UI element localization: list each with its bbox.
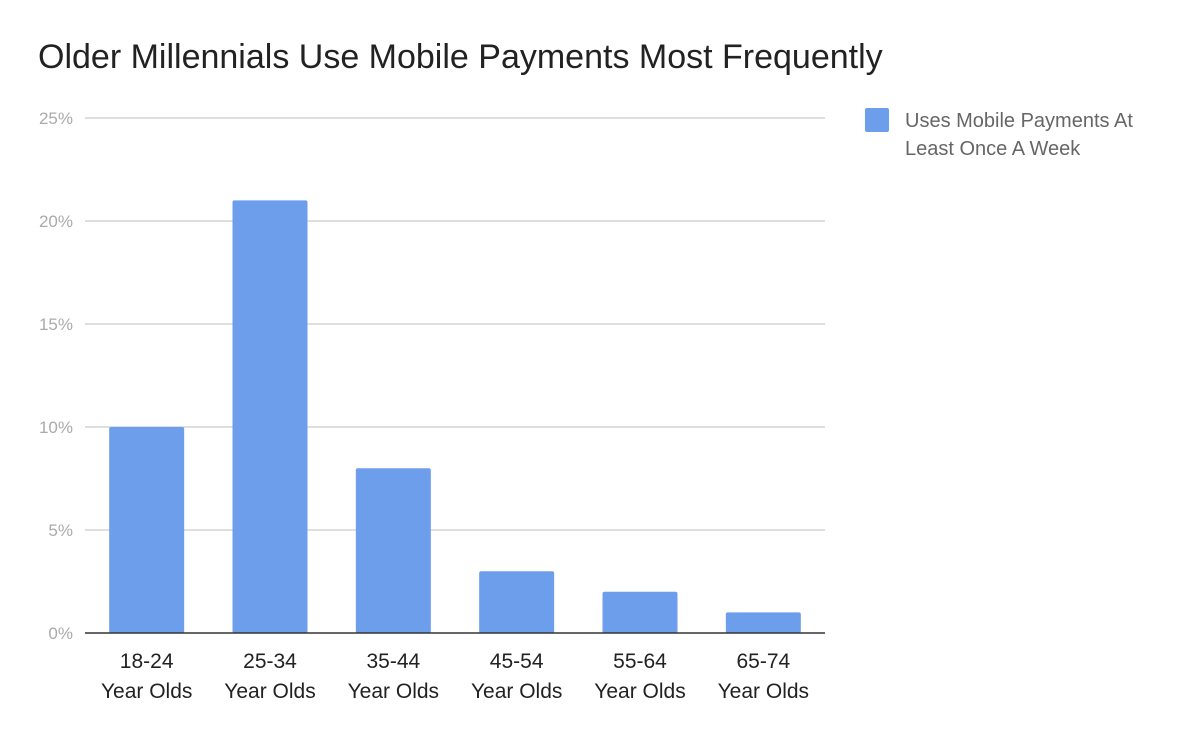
bar [232, 200, 308, 633]
bars [109, 200, 801, 633]
legend-label: Uses Mobile Payments At [905, 110, 1133, 132]
x-tick-label: 55-64 [613, 650, 667, 673]
y-tick-label: 5% [48, 521, 73, 540]
legend-swatch [865, 108, 889, 132]
bar [109, 427, 185, 633]
bar [479, 571, 555, 633]
x-axis-tick-labels: 18-24 Year Olds 25-34 Year Olds 35-44 Year Ol… [101, 650, 809, 703]
x-tick-label: 45-54 [490, 650, 544, 673]
y-tick-label: 15% [39, 315, 73, 334]
bar [725, 612, 801, 633]
bar [355, 468, 431, 633]
x-tick-label: Year Olds [594, 680, 685, 703]
x-tick-label: Year Olds [718, 680, 809, 703]
chart-title: Older Millennials Use Mobile Payments Mo… [38, 38, 883, 76]
x-tick-label: 18-24 [120, 650, 174, 673]
y-tick-label: 10% [39, 418, 73, 437]
x-tick-label: Year Olds [348, 680, 439, 703]
x-tick-label: 25-34 [243, 650, 297, 673]
bar [602, 591, 678, 633]
x-tick-label: 65-74 [736, 650, 790, 673]
legend-label: Least Once A Week [905, 138, 1081, 160]
y-tick-label: 25% [39, 109, 73, 128]
x-tick-label: Year Olds [224, 680, 315, 703]
x-tick-label: 35-44 [366, 650, 420, 673]
y-tick-label: 0% [48, 624, 73, 643]
y-tick-label: 20% [39, 212, 73, 231]
y-axis-tick-labels: 0% 5% 10% 15% 20% 25% [39, 109, 73, 643]
gridlines [85, 117, 825, 531]
x-tick-label: Year Olds [101, 680, 192, 703]
legend: Uses Mobile Payments At Least Once A Week [865, 108, 1133, 160]
x-tick-label: Year Olds [471, 680, 562, 703]
